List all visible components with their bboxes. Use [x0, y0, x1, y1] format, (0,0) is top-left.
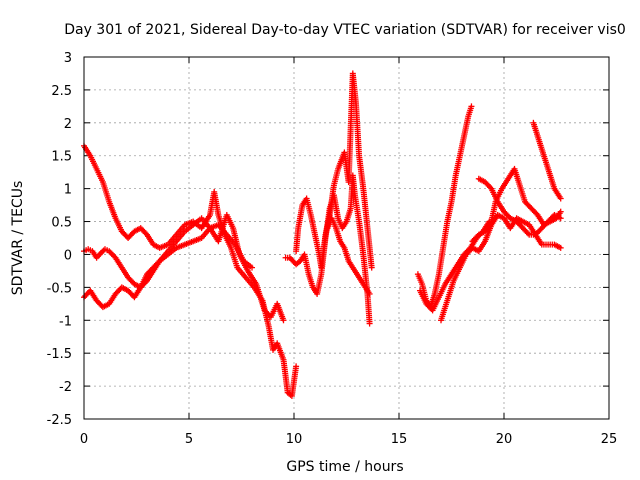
x-tick-label: 15 — [391, 432, 408, 447]
y-tick-label: -2.5 — [47, 413, 72, 428]
y-axis-label: SDTVAR / TECUs — [10, 181, 26, 296]
x-axis-label: GPS time / hours — [286, 459, 403, 475]
y-tick-label: -0.5 — [47, 281, 72, 296]
x-tick-label: 20 — [496, 432, 513, 447]
data-point — [524, 230, 531, 237]
data-points — [81, 70, 564, 399]
y-tick-label: 2.5 — [51, 84, 72, 99]
data-point — [487, 184, 494, 191]
axis-ticks: -2.5 -2 -1.5 -1 -0.5 0 0.5 1 1.5 2 2.5 3 0 5 10 15 20 25 — [47, 51, 618, 447]
y-tick-label: 1.5 — [51, 150, 72, 165]
y-tick-label: 2 — [64, 117, 72, 132]
y-tick-label: -1 — [59, 314, 72, 329]
chart-title: Day 301 of 2021, Sidereal Day-to-day VTE… — [64, 22, 626, 38]
y-tick-label: 1 — [64, 183, 72, 198]
data-point — [557, 208, 564, 215]
y-tick-label: 0 — [64, 248, 72, 263]
x-tick-label: 25 — [601, 432, 618, 447]
data-point — [280, 317, 287, 324]
data-point — [249, 264, 255, 271]
y-tick-label: 3 — [64, 51, 72, 66]
data-point — [468, 103, 475, 110]
grid — [84, 57, 609, 419]
x-tick-label: 10 — [286, 432, 303, 447]
data-point — [366, 320, 373, 327]
data-point — [293, 363, 300, 370]
data-point — [557, 244, 564, 251]
x-tick-label: 0 — [80, 432, 88, 447]
data-point — [366, 290, 373, 297]
y-tick-label: 0.5 — [51, 216, 72, 231]
data-point — [368, 264, 375, 271]
x-tick-label: 5 — [185, 432, 193, 447]
data-point — [557, 195, 564, 202]
plot-frame — [83, 56, 610, 420]
y-tick-label: -1.5 — [47, 347, 72, 362]
y-tick-label: -2 — [59, 380, 72, 395]
data-point — [557, 215, 564, 222]
